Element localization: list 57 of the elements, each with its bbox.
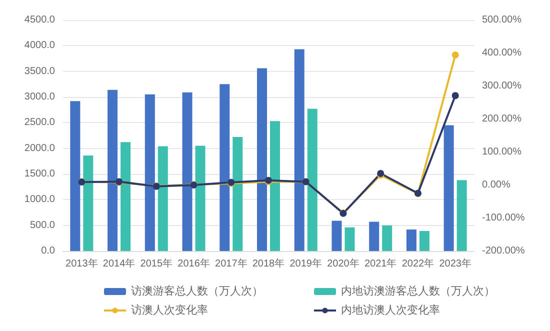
- y2-tick-label: 300.00%: [482, 80, 522, 92]
- y-tick-label: 500.0: [30, 220, 56, 231]
- bar: [220, 84, 230, 251]
- bar: [120, 142, 131, 251]
- y-tick-label: 4000.0: [24, 40, 56, 52]
- y-tick-label: 1500.0: [24, 168, 56, 180]
- x-tick-label: 2019年: [290, 258, 322, 270]
- legend-label: 内地访澳游客总人数（万人次）: [341, 284, 495, 298]
- y-tick-label: 4500.0: [24, 14, 56, 26]
- legend-label: 访澳游客总人数（万人次）: [131, 284, 263, 298]
- point: [452, 92, 459, 100]
- y-tick-label: 2500.0: [24, 117, 56, 128]
- bar: [270, 121, 280, 251]
- x-tick-label: 2017年: [215, 258, 248, 270]
- x-tick-label: 2014年: [102, 258, 136, 270]
- y2-tick-label: 0.00%: [482, 180, 510, 190]
- bar: [369, 222, 380, 251]
- bar: [332, 220, 342, 251]
- bar: [294, 49, 304, 251]
- bar: [144, 94, 155, 251]
- bar: [444, 125, 454, 251]
- bar: [108, 90, 118, 251]
- y2-tick-label: 500.00%: [482, 14, 522, 26]
- y2-tick-label: 100.00%: [482, 146, 522, 158]
- legend-label: 内地访澳人次变化率: [341, 304, 440, 316]
- bar: [406, 229, 416, 251]
- x-tick-label: 2015年: [140, 258, 173, 270]
- x-tick-label: 2016年: [178, 258, 210, 270]
- y-tick-label: 1000.0: [24, 194, 56, 206]
- x-tick-label: 2013年: [66, 258, 98, 270]
- y2-tick-label: 400.00%: [482, 48, 522, 58]
- y-tick-label: 3000.0: [24, 92, 56, 102]
- bar: [158, 146, 168, 251]
- legend-label: 访澳人次变化率: [131, 304, 208, 316]
- bar: [232, 137, 243, 251]
- bar: [344, 227, 355, 251]
- bar: [307, 108, 318, 251]
- x-tick-label: 2018年: [252, 258, 285, 270]
- y2-tick-label: 200.00%: [482, 114, 522, 124]
- point: [452, 51, 459, 58]
- bar: [456, 180, 467, 251]
- x-tick-label: 2023年: [439, 258, 472, 270]
- y-tick-label: 0.0: [41, 246, 56, 256]
- bar: [419, 230, 430, 251]
- bar: [70, 101, 80, 251]
- x-tick-label: 2021年: [364, 258, 397, 270]
- y2-tick-label: -200.00%: [482, 246, 525, 256]
- y-tick-label: 3500.0: [24, 66, 56, 77]
- bar: [182, 92, 192, 251]
- x-tick-label: 2022年: [402, 258, 434, 270]
- bar: [382, 225, 392, 251]
- bar: [195, 146, 206, 251]
- x-tick-label: 2020年: [327, 258, 360, 270]
- y2-tick-label: -100.00%: [482, 212, 525, 224]
- y-tick-label: 2000.0: [24, 142, 56, 154]
- bar: [83, 156, 94, 251]
- bar: [257, 68, 267, 251]
